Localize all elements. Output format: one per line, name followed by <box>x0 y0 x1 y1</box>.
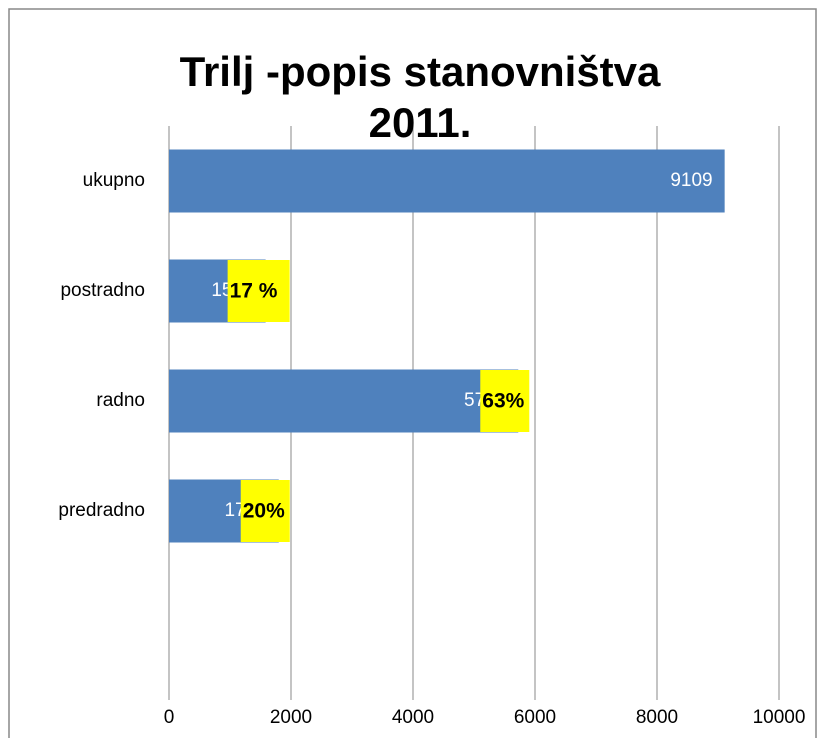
annotation: 20% <box>243 500 285 523</box>
annotation-box <box>227 260 290 322</box>
data-label: 9109 <box>670 170 712 191</box>
bar <box>169 149 725 213</box>
y-tick-label: ukupno <box>83 170 145 191</box>
x-tick-label: 10000 <box>753 707 806 728</box>
annotation: 63% <box>482 390 524 413</box>
title-line: Trilj -popis stanovništva <box>180 48 661 95</box>
annotation-box <box>480 370 530 432</box>
x-tick-label: 6000 <box>514 707 556 728</box>
bar <box>169 369 519 433</box>
x-tick-label: 4000 <box>392 707 434 728</box>
x-tick-label: 8000 <box>636 707 678 728</box>
annotation: 17 % <box>230 280 278 303</box>
annotation-box <box>240 480 290 542</box>
x-tick-label: 0 <box>164 707 175 728</box>
title-line: 2011. <box>369 99 472 146</box>
x-tick-label: 2000 <box>270 707 312 728</box>
y-tick-label: postradno <box>60 280 145 301</box>
y-tick-label: predradno <box>58 500 145 521</box>
chart-title: Trilj -popis stanovništva 2011. <box>180 48 661 146</box>
y-tick-label: radno <box>96 390 145 411</box>
